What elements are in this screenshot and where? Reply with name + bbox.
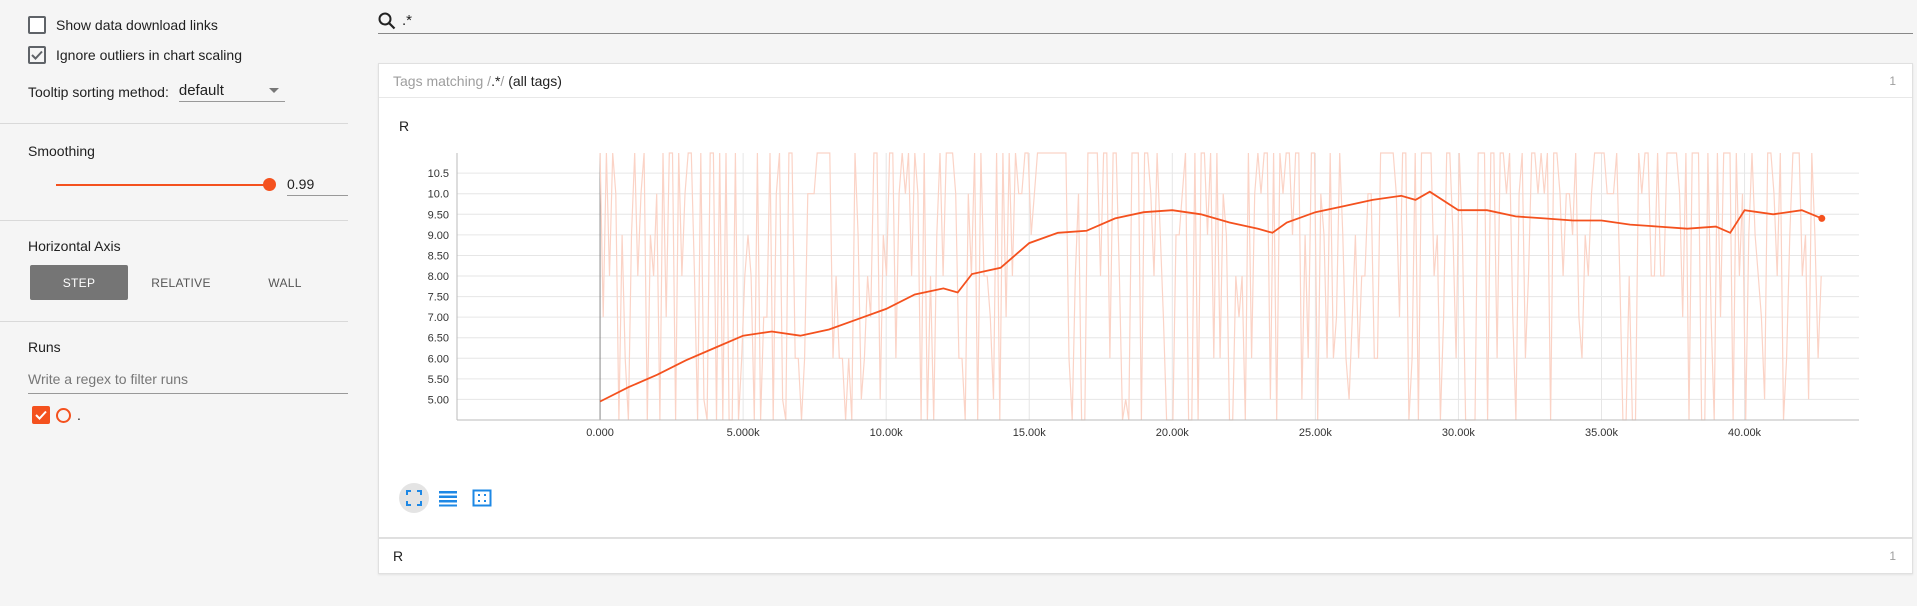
run-item[interactable]: . [32, 406, 81, 424]
show-download-links-checkbox[interactable] [28, 16, 46, 34]
chart-grid [457, 153, 1859, 420]
show-download-links-label: Show data download links [56, 17, 218, 33]
y-axis: 5.00 5.50 6.00 6.50 7.00 7.50 8.00 8.50 9.00 9.50… [428, 153, 458, 420]
tag-group-label: Tags matching /.*/ (all tags) [393, 72, 562, 89]
runs-filter-input[interactable]: Write a regex to filter runs [28, 371, 348, 394]
chart-title: R [399, 118, 410, 134]
y-tick-label: 7.50 [428, 292, 449, 304]
checkmark-icon [31, 50, 43, 60]
chart-container: R 5.00 5.50 6.00 6.50 7.00 7.50 8.00 8.50 9.00 9.… [379, 98, 1912, 538]
horizontal-axis-selector: STEP RELATIVE WALL [30, 265, 334, 300]
x-tick-label: 25.00k [1299, 427, 1333, 439]
dropdown-arrow-icon [268, 88, 279, 93]
log-scale-button[interactable] [433, 483, 463, 513]
ignore-outliers-checkbox[interactable] [28, 46, 46, 64]
smoothed-series-line [599, 190, 1823, 403]
checkmark-icon [35, 410, 47, 420]
tag-search-input[interactable]: .* [402, 12, 413, 29]
tooltip-sorting-select[interactable]: default [178, 82, 285, 102]
scalar-chart[interactable]: 5.00 5.50 6.00 6.50 7.00 7.50 8.00 8.50 9.00 9.50… [379, 98, 1912, 478]
y-tick-label: 5.50 [428, 374, 449, 386]
axis-step-button[interactable]: STEP [30, 265, 128, 300]
raw-series-line [599, 152, 1822, 421]
expand-icon [472, 489, 492, 507]
main-panel: .* Tags matching /.*/ (all tags) 1 R 5.0… [378, 0, 1917, 606]
divider [0, 123, 348, 124]
search-icon [378, 12, 396, 29]
axis-relative-button[interactable]: RELATIVE [151, 275, 211, 290]
run-color-icon[interactable] [56, 407, 71, 423]
x-tick-label: 35.00k [1585, 427, 1619, 439]
y-tick-label: 5.00 [428, 394, 449, 406]
x-tick-label: 30.00k [1442, 427, 1476, 439]
y-tick-label: 6.50 [428, 333, 449, 345]
smoothing-slider-track[interactable] [56, 184, 270, 186]
ignore-outliers-toggle[interactable]: Ignore outliers in chart scaling [28, 46, 242, 64]
ignore-outliers-label: Ignore outliers in chart scaling [56, 47, 242, 63]
x-tick-label: 0.000 [586, 427, 614, 439]
y-tick-label: 9.00 [428, 230, 449, 242]
tag-card-title: R [393, 547, 404, 564]
chart-toolbar [399, 483, 497, 513]
y-tick-label: 8.50 [428, 250, 449, 262]
tooltip-sorting-value: default [178, 82, 224, 99]
card-divider [379, 97, 1912, 98]
tag-card: R 1 [378, 538, 1913, 574]
run-name: . [77, 407, 81, 423]
tag-card-count: 1 [1889, 548, 1896, 563]
x-tick-label: 15.00k [1013, 427, 1047, 439]
y-tick-label: 8.00 [428, 271, 449, 283]
x-tick-label: 20.00k [1156, 427, 1190, 439]
tag-group-header[interactable]: Tags matching /.*/ (all tags) 1 [379, 64, 1912, 97]
x-tick-label: 5.000k [727, 427, 761, 439]
sidebar: Show data download links Ignore outliers… [0, 0, 348, 606]
log-scale-icon [439, 491, 457, 507]
plot-area [457, 153, 1859, 420]
x-tick-label: 40.00k [1728, 427, 1762, 439]
smoothing-title: Smoothing [28, 143, 95, 159]
horizontal-axis-title: Horizontal Axis [28, 238, 121, 254]
expand-button[interactable] [467, 483, 497, 513]
tag-group-count: 1 [1889, 73, 1896, 88]
y-tick-label: 10.0 [428, 189, 449, 201]
tag-group-card: Tags matching /.*/ (all tags) 1 R 5.00 5.… [378, 63, 1913, 538]
y-tick-label: 7.00 [428, 312, 449, 324]
divider [0, 220, 348, 221]
smoothing-value-input[interactable]: 0.99 [287, 176, 348, 196]
runs-title: Runs [28, 339, 61, 355]
tooltip-sorting-label: Tooltip sorting method: [28, 84, 169, 100]
smoothed-series [599, 190, 1826, 403]
tag-search-bar[interactable]: .* [378, 8, 1913, 34]
divider [0, 321, 348, 322]
run-checkbox[interactable] [32, 406, 50, 424]
last-point-marker [1818, 214, 1826, 222]
raw-series [599, 152, 1822, 421]
fit-domain-icon [406, 490, 422, 506]
y-tick-label: 6.00 [428, 353, 449, 365]
y-tick-label: 9.50 [428, 209, 449, 221]
fit-domain-button[interactable] [399, 483, 429, 513]
show-download-links-toggle[interactable]: Show data download links [28, 16, 218, 34]
x-axis: 0.000 5.000k 10.00k 15.00k 20.00k 25.00k 30.00… [457, 419, 1859, 439]
smoothing-slider-handle[interactable] [263, 178, 276, 191]
axis-wall-button[interactable]: WALL [268, 275, 302, 290]
y-tick-label: 10.5 [428, 168, 449, 180]
tag-card-header[interactable]: R 1 [379, 539, 1912, 572]
x-tick-label: 10.00k [870, 427, 904, 439]
tooltip-sorting-row: Tooltip sorting method: default [28, 82, 285, 102]
